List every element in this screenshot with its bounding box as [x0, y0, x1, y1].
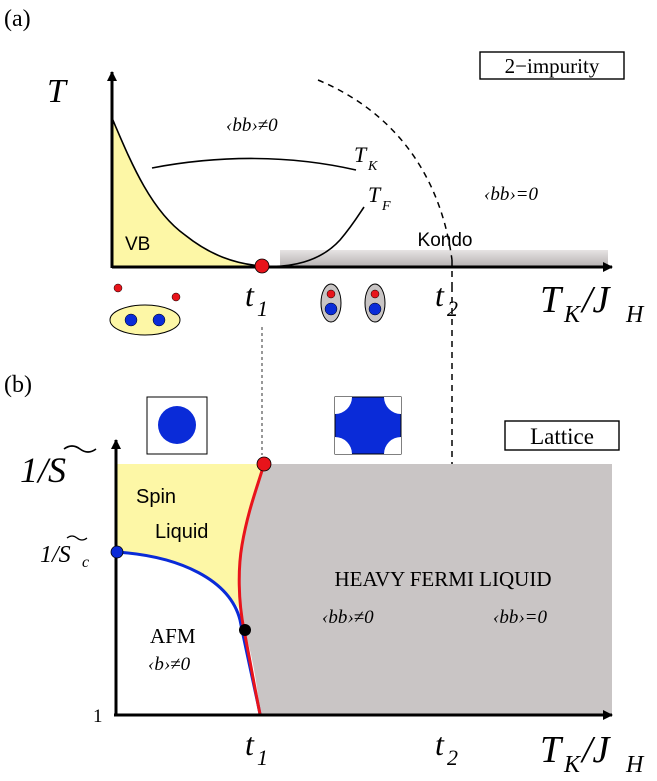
- impurity-box-label: 2−impurity: [505, 54, 600, 78]
- y-bottom-tick: 1: [93, 706, 103, 727]
- y-top-label: 1/S: [20, 445, 97, 490]
- panel-b-bb-nonzero: ‹bb›≠0: [322, 607, 374, 628]
- panel-a-t1-label: t 1: [245, 277, 268, 321]
- kondo-region: [280, 250, 608, 267]
- svg-text:t: t: [245, 277, 255, 313]
- svg-text:1: 1: [257, 296, 268, 321]
- panel-b-label: (b): [4, 372, 32, 398]
- top-critical-point: [256, 456, 272, 472]
- critical-spin-point: [110, 545, 124, 559]
- svg-text:H: H: [625, 752, 645, 778]
- lattice-box-label: Lattice: [530, 424, 594, 449]
- t2-dashed-curve: [317, 79, 453, 261]
- panel-b: (b) Lattice 1/: [4, 372, 645, 778]
- panel-b-x-label: T K /J H: [540, 729, 645, 778]
- panel-b-t1-label: t 1: [245, 726, 268, 770]
- tk-curve: [151, 157, 357, 171]
- svg-text:t: t: [435, 726, 445, 762]
- spin-liquid-fermi-surface-icon: [146, 396, 208, 455]
- afm-label: AFM: [150, 624, 196, 648]
- svg-text:/J: /J: [580, 279, 612, 321]
- panel-b-t2-label: t 2: [435, 726, 458, 770]
- t1-critical-point: [254, 258, 270, 274]
- panel-b-bb-zero: ‹bb›=0: [493, 607, 547, 628]
- vb-boundary-curve: [111, 117, 263, 267]
- tf-label: T F: [368, 182, 391, 214]
- impurity-box: [479, 51, 625, 80]
- b-nonzero-label: ‹b›≠0: [148, 654, 191, 675]
- spin-label: Spin: [136, 486, 176, 508]
- vb-region: [112, 118, 262, 266]
- svg-text:t: t: [435, 277, 445, 313]
- y-mid-label: 1/S c: [40, 535, 89, 571]
- tricritical-point: [239, 624, 251, 636]
- svg-text:/J: /J: [580, 729, 612, 771]
- liquid-label: Liquid: [155, 521, 208, 543]
- svg-text:T: T: [540, 729, 564, 771]
- svg-text:t: t: [245, 726, 255, 762]
- svg-text:T: T: [540, 279, 564, 321]
- svg-text:1/S: 1/S: [20, 450, 66, 490]
- vb-impurity-icon: [109, 283, 181, 336]
- hfl-label: HEAVY FERMI LIQUID: [335, 567, 552, 591]
- svg-text:1: 1: [257, 745, 268, 770]
- svg-text:H: H: [625, 302, 645, 328]
- panel-a-t2-label: t 2: [435, 277, 458, 321]
- panel-a-bb-zero: ‹bb›=0: [484, 184, 538, 205]
- svg-text:K: K: [367, 159, 378, 174]
- panel-a-x-label: T K /J H: [540, 279, 645, 328]
- svg-text:2: 2: [447, 745, 458, 770]
- kondo-label: Kondo: [418, 230, 473, 251]
- tk-label: T K: [354, 142, 378, 174]
- lattice-box: [504, 420, 620, 451]
- svg-text:K: K: [563, 752, 582, 778]
- panel-a: (a) 2−impurity Kondo VB T T K /J H ‹bb›≠…: [4, 6, 645, 336]
- svg-text:F: F: [381, 199, 391, 214]
- kondo-impurity-icon: [320, 283, 386, 323]
- panel-a-bb-nonzero: ‹bb›≠0: [226, 115, 278, 136]
- svg-text:T: T: [354, 142, 368, 167]
- svg-text:T: T: [368, 182, 382, 207]
- spin-liquid-region: [116, 464, 264, 610]
- heavy-fermi-surface-icon: [334, 396, 402, 455]
- vb-label: VB: [125, 234, 150, 255]
- svg-text:K: K: [563, 302, 582, 328]
- hfl-region: [239, 464, 613, 714]
- hfl-boundary-curve: [237, 463, 266, 715]
- svg-text:1/S: 1/S: [40, 542, 71, 568]
- panel-a-y-label: T: [47, 73, 68, 110]
- panel-a-label: (a): [4, 6, 31, 32]
- svg-text:c: c: [82, 554, 89, 571]
